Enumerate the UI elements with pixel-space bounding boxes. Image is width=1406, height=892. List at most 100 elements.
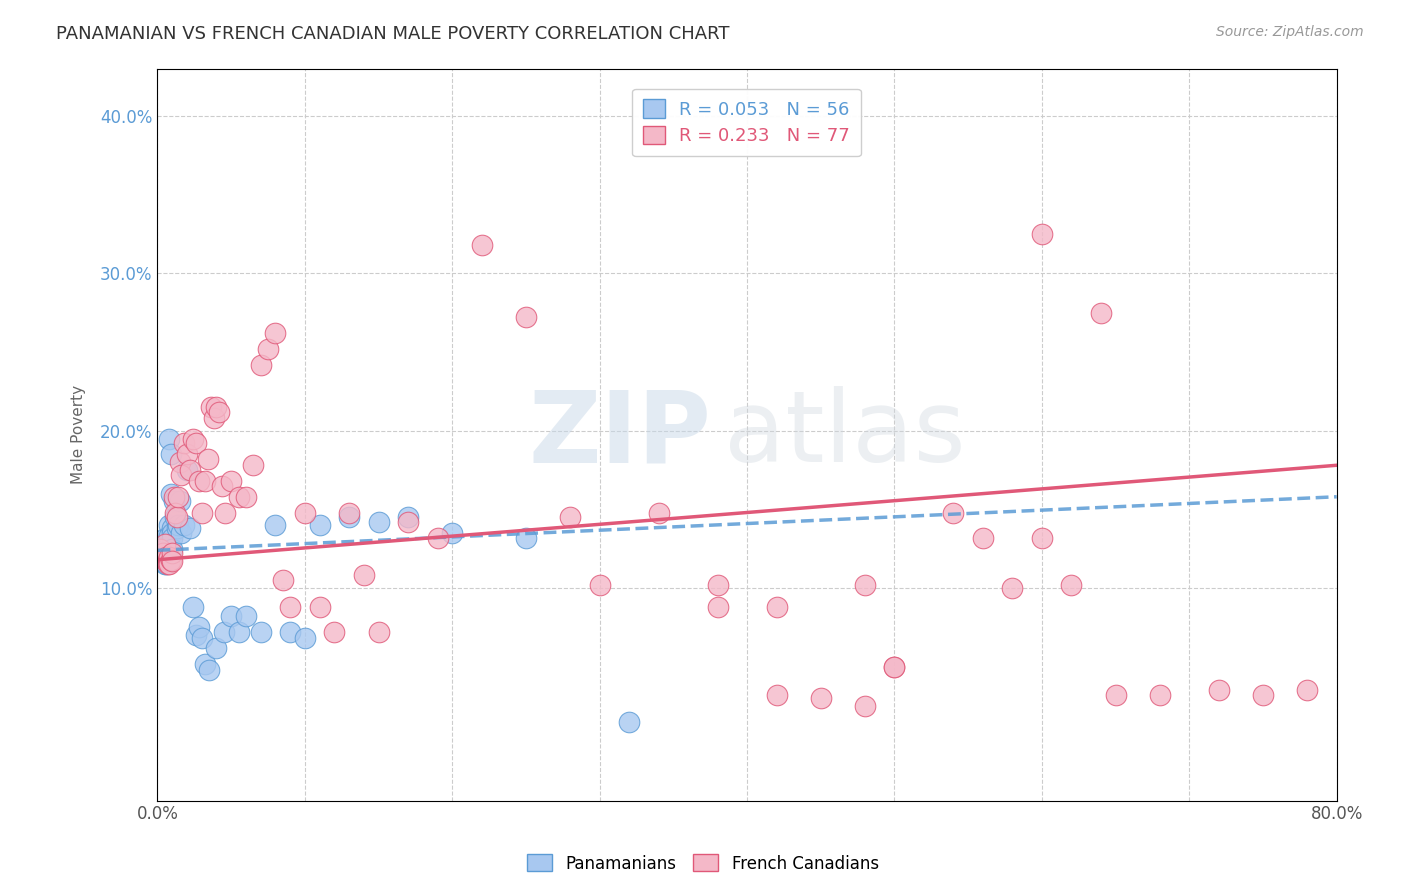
Point bbox=[173, 436, 195, 450]
Point bbox=[1104, 688, 1126, 702]
Point bbox=[308, 518, 330, 533]
Point bbox=[560, 510, 582, 524]
Point bbox=[150, 541, 173, 556]
Point bbox=[157, 549, 180, 564]
Point bbox=[810, 691, 832, 706]
Point bbox=[190, 506, 212, 520]
Point bbox=[853, 578, 876, 592]
Point bbox=[159, 553, 181, 567]
Point bbox=[337, 510, 360, 524]
Point bbox=[155, 549, 177, 564]
Point bbox=[1296, 683, 1319, 698]
Point bbox=[165, 506, 187, 520]
Point bbox=[200, 400, 222, 414]
Point bbox=[194, 474, 217, 488]
Point bbox=[160, 525, 183, 540]
Point bbox=[152, 537, 174, 551]
Point bbox=[163, 494, 186, 508]
Point bbox=[153, 539, 176, 553]
Point bbox=[160, 521, 183, 535]
Point bbox=[166, 510, 188, 524]
Point bbox=[228, 490, 250, 504]
Point bbox=[184, 436, 207, 450]
Point bbox=[294, 632, 316, 646]
Point bbox=[205, 640, 228, 655]
Point bbox=[167, 518, 190, 533]
Point bbox=[181, 599, 204, 614]
Point bbox=[156, 546, 179, 560]
Point bbox=[219, 474, 242, 488]
Point bbox=[197, 452, 219, 467]
Point bbox=[589, 578, 612, 592]
Point bbox=[278, 599, 301, 614]
Point bbox=[337, 506, 360, 520]
Point bbox=[765, 599, 787, 614]
Point bbox=[264, 518, 287, 533]
Point bbox=[249, 625, 271, 640]
Point bbox=[157, 558, 180, 572]
Point bbox=[160, 531, 183, 545]
Point bbox=[169, 455, 191, 469]
Point bbox=[176, 447, 198, 461]
Point bbox=[353, 568, 375, 582]
Point bbox=[242, 458, 264, 473]
Point bbox=[157, 529, 180, 543]
Point bbox=[1208, 683, 1230, 698]
Point bbox=[160, 546, 183, 560]
Point bbox=[157, 432, 180, 446]
Point bbox=[1149, 688, 1171, 702]
Point bbox=[190, 632, 212, 646]
Point bbox=[153, 558, 176, 572]
Legend: R = 0.053   N = 56, R = 0.233   N = 77: R = 0.053 N = 56, R = 0.233 N = 77 bbox=[633, 88, 860, 156]
Point bbox=[396, 510, 419, 524]
Point bbox=[972, 531, 994, 545]
Point bbox=[515, 531, 537, 545]
Point bbox=[235, 609, 257, 624]
Point bbox=[278, 625, 301, 640]
Point bbox=[441, 525, 464, 540]
Point bbox=[187, 620, 209, 634]
Point bbox=[170, 525, 193, 540]
Point bbox=[153, 546, 176, 560]
Point bbox=[165, 510, 187, 524]
Point bbox=[153, 537, 176, 551]
Point bbox=[1090, 305, 1112, 319]
Point bbox=[159, 447, 181, 461]
Point bbox=[883, 660, 905, 674]
Point bbox=[308, 599, 330, 614]
Point bbox=[202, 411, 225, 425]
Point bbox=[323, 625, 346, 640]
Point bbox=[150, 549, 173, 564]
Point bbox=[235, 490, 257, 504]
Point bbox=[367, 625, 389, 640]
Text: PANAMANIAN VS FRENCH CANADIAN MALE POVERTY CORRELATION CHART: PANAMANIAN VS FRENCH CANADIAN MALE POVER… bbox=[56, 25, 730, 43]
Point bbox=[160, 554, 183, 568]
Point bbox=[647, 506, 669, 520]
Point bbox=[765, 688, 787, 702]
Point bbox=[179, 463, 201, 477]
Point bbox=[152, 553, 174, 567]
Text: ZIP: ZIP bbox=[529, 386, 711, 483]
Point bbox=[170, 467, 193, 482]
Point bbox=[194, 657, 217, 671]
Point bbox=[155, 541, 177, 556]
Text: Source: ZipAtlas.com: Source: ZipAtlas.com bbox=[1216, 25, 1364, 39]
Point bbox=[1031, 227, 1053, 241]
Point bbox=[160, 541, 183, 556]
Point bbox=[159, 486, 181, 500]
Point bbox=[211, 479, 233, 493]
Point bbox=[396, 515, 419, 529]
Point bbox=[155, 558, 177, 572]
Point bbox=[617, 714, 640, 729]
Point bbox=[706, 599, 728, 614]
Point bbox=[471, 237, 494, 252]
Point bbox=[264, 326, 287, 340]
Point bbox=[883, 660, 905, 674]
Point bbox=[1060, 578, 1083, 592]
Point bbox=[187, 474, 209, 488]
Point bbox=[367, 515, 389, 529]
Point bbox=[150, 549, 173, 564]
Point bbox=[156, 558, 179, 572]
Point bbox=[219, 609, 242, 624]
Point bbox=[181, 432, 204, 446]
